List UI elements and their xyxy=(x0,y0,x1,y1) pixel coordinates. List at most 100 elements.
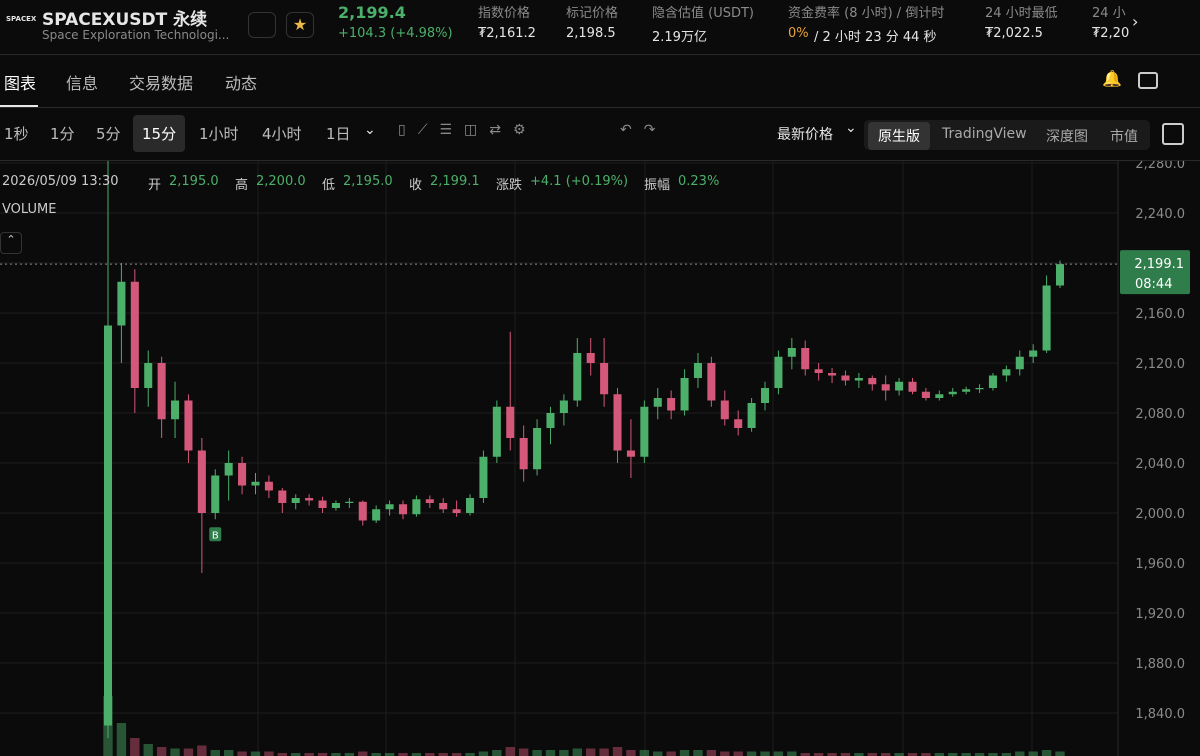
favorite-button[interactable]: ★ xyxy=(286,12,314,38)
header: SPACEX SPACEXUSDT 永续 Space Exploration T… xyxy=(0,0,1200,55)
candle-body xyxy=(626,450,635,457)
candle-body xyxy=(305,498,314,501)
volume-bar xyxy=(626,750,636,756)
volume-bar xyxy=(197,745,207,756)
interval-button[interactable]: 1日 xyxy=(326,125,351,143)
buy-marker xyxy=(209,527,222,542)
interval-button[interactable]: 1秒 xyxy=(4,125,29,143)
volume-bar xyxy=(277,753,288,756)
candle-body xyxy=(157,363,166,420)
legend-time: 2026/05/09 13:30 xyxy=(2,174,119,189)
volume-bar xyxy=(559,750,569,756)
volume-bar xyxy=(116,723,127,756)
legend-label: 高 xyxy=(235,178,249,193)
candle-body xyxy=(479,456,488,498)
volume-bar xyxy=(961,753,971,756)
chart-tools[interactable]: ▯⟋☰◫⇄⚙ xyxy=(398,122,538,138)
layout-button[interactable] xyxy=(1138,72,1158,89)
y-tick-label: 2,240.0 xyxy=(1135,207,1185,222)
candle-body xyxy=(814,369,823,373)
candle-body xyxy=(130,281,139,388)
stat-value: 2,198.5 xyxy=(566,26,616,41)
candle-body xyxy=(291,498,300,503)
volume-bar xyxy=(1041,750,1052,756)
candle-body xyxy=(264,481,273,491)
view-button[interactable]: 市值 xyxy=(1110,129,1138,145)
candle-body xyxy=(680,378,689,411)
legend-value: 2,195.0 xyxy=(169,174,219,189)
volume-bar xyxy=(733,751,743,756)
toolbar: ⌄ ▯⟋☰◫⇄⚙ ↶↷ 1秒 1分 5分 15分 1小时 4小时 1日 最新价格 ⌄ 原生版 Tra… xyxy=(0,108,1200,161)
volume-bar xyxy=(880,753,891,756)
undo-redo[interactable]: ↶↷ xyxy=(620,122,668,138)
candle-body xyxy=(425,499,434,503)
fullscreen-button[interactable] xyxy=(1162,123,1184,145)
candle-body xyxy=(693,363,702,378)
stat-value: ₮2,20 xyxy=(1092,26,1130,41)
volume-bar xyxy=(291,753,301,756)
candle-body xyxy=(103,325,113,726)
view-button[interactable]: 深度图 xyxy=(1046,129,1088,145)
volume-bar xyxy=(827,753,837,756)
volume-bar xyxy=(438,753,448,756)
candle-body xyxy=(720,400,729,420)
interval-button[interactable]: 15分 xyxy=(133,115,186,152)
book-button[interactable] xyxy=(248,12,276,38)
legend-value: +4.1 (+0.19%) xyxy=(530,174,629,189)
interval-dropdown[interactable]: ⌄ xyxy=(364,122,376,138)
volume-bar xyxy=(693,750,703,756)
active-tab-indicator xyxy=(0,105,38,107)
candle-body xyxy=(774,356,783,388)
volume-bar xyxy=(988,753,998,756)
candle-body xyxy=(345,501,354,503)
candle-body xyxy=(868,378,877,385)
dropdown-caret[interactable]: ⌄ xyxy=(845,120,857,136)
volume-bar xyxy=(331,753,341,756)
legend-label: 低 xyxy=(322,178,336,193)
stat-label: 资金费率 (8 小时) / 倒计时 xyxy=(788,6,945,21)
y-tick-label: 1,920.0 xyxy=(1135,607,1185,622)
alert-button[interactable]: 🔔 xyxy=(1102,69,1122,88)
volume-bar xyxy=(894,753,904,756)
volume-bar xyxy=(679,750,690,756)
interval-button[interactable]: 5分 xyxy=(96,125,121,143)
volume-bar xyxy=(854,753,864,756)
volume-bar xyxy=(143,744,153,756)
interval-button[interactable]: 1小时 xyxy=(199,125,239,143)
symbol[interactable]: SPACEXUSDT 永续 xyxy=(42,10,208,30)
volume-bar xyxy=(1028,751,1038,756)
legend-label: 涨跌 xyxy=(496,178,523,193)
volume-bar xyxy=(371,753,381,756)
volume-bar xyxy=(505,747,515,756)
candle-body xyxy=(197,450,206,513)
volume-bar xyxy=(612,747,623,756)
candle-body xyxy=(144,363,153,388)
interval-button[interactable]: 4小时 xyxy=(262,125,302,143)
tab[interactable]: 图表 xyxy=(4,74,37,93)
scroll-right[interactable]: › xyxy=(1132,12,1139,31)
stat-label: 24 小 xyxy=(1092,6,1126,21)
view-button[interactable]: TradingView xyxy=(942,126,1027,142)
candle-body xyxy=(318,500,327,508)
interval-button[interactable]: 1分 xyxy=(50,125,75,143)
candle-body xyxy=(975,388,984,390)
candle-body xyxy=(251,481,260,486)
view-button[interactable]: 原生版 xyxy=(868,122,930,150)
candle-body xyxy=(573,353,582,401)
candle-body xyxy=(881,384,890,391)
volume-bar xyxy=(934,753,945,756)
price-type-select[interactable]: 最新价格 xyxy=(777,127,833,143)
volume-bar xyxy=(532,750,542,756)
volume-bar xyxy=(478,751,489,756)
tab[interactable]: 动态 xyxy=(225,74,258,93)
candle-body xyxy=(506,406,515,438)
legend-label: 收 xyxy=(409,178,423,193)
volume-bar xyxy=(746,751,757,756)
tab[interactable]: 交易数据 xyxy=(129,74,194,93)
candle-body xyxy=(760,388,770,403)
volume-bar xyxy=(223,750,234,756)
tab[interactable]: 信息 xyxy=(66,74,99,93)
price-change: +104.3 (+4.98%) xyxy=(338,26,453,41)
volume-bar xyxy=(800,753,810,756)
collapse-button[interactable]: ⌃ xyxy=(0,232,22,254)
